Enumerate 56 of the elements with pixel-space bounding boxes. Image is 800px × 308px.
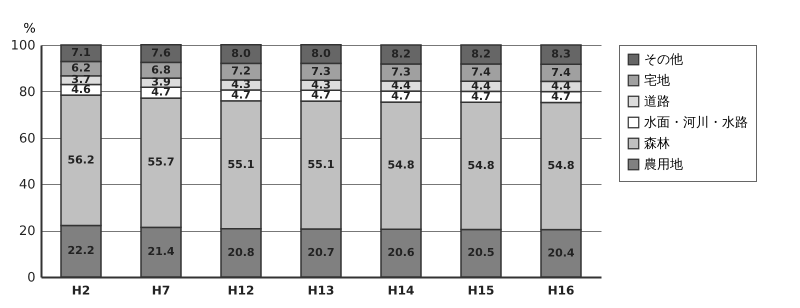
data-label: 20.8 (227, 246, 255, 259)
data-label: 20.6 (387, 246, 415, 260)
y-axis-title: % (23, 22, 36, 36)
y-tick-label: 100 (10, 38, 36, 54)
data-label: 54.8 (387, 158, 415, 172)
data-label: 56.2 (67, 153, 95, 166)
legend-label: 道路 (644, 94, 670, 110)
data-label: 54.8 (547, 159, 575, 172)
legend-label: 宅地 (644, 72, 670, 88)
data-label: 7.2 (231, 64, 251, 78)
data-label: 7.6 (151, 46, 172, 60)
x-tick-label: H16 (548, 284, 574, 298)
y-tick-label: 80 (18, 84, 36, 100)
data-label: 8.2 (391, 48, 411, 61)
data-label: 6.8 (151, 63, 171, 76)
data-label: 55.1 (227, 158, 255, 171)
x-tick-label: H12 (228, 284, 254, 298)
data-label: 20.5 (467, 246, 495, 260)
y-tick-label: 40 (18, 178, 36, 193)
data-label: 4.7 (391, 90, 411, 103)
data-label: 8.3 (551, 48, 571, 61)
data-label: 8.2 (471, 48, 491, 61)
legend-label: 森林 (644, 136, 670, 152)
data-label: 4.4 (551, 80, 572, 93)
x-tick-label: H14 (388, 284, 414, 298)
y-tick-label: 60 (18, 131, 36, 146)
data-label: 7.4 (551, 66, 572, 79)
data-label: 20.4 (547, 246, 575, 260)
y-tick-label: 0 (27, 270, 36, 286)
data-label: 7.3 (311, 64, 331, 78)
data-label: 22.2 (67, 244, 95, 258)
legend-label: 農用地 (644, 158, 683, 172)
x-tick-label: H7 (152, 284, 170, 298)
x-tick-label: H2 (72, 284, 90, 298)
data-label: 4.4 (471, 79, 492, 92)
data-label: 4.7 (551, 90, 571, 104)
x-tick-label: H15 (468, 284, 494, 298)
data-label: 55.7 (147, 156, 175, 169)
legend-label: 水面・河川・水路 (644, 116, 748, 130)
data-label: 21.4 (147, 245, 175, 258)
data-label: 4.3 (311, 78, 331, 92)
data-label: 7.4 (471, 66, 492, 79)
data-label: 7.3 (391, 65, 411, 78)
data-label: 7.1 (71, 46, 91, 60)
data-label: 4.4 (391, 79, 412, 92)
data-label: 55.1 (307, 158, 335, 172)
data-label: 8.0 (231, 47, 252, 60)
data-label: 6.2 (71, 62, 91, 75)
x-tick-label: H13 (308, 284, 334, 298)
data-label: 54.8 (467, 158, 495, 172)
y-tick-label: 20 (18, 224, 36, 240)
data-label: 4.7 (471, 90, 491, 103)
legend-label: その他 (644, 52, 683, 68)
data-label: 8.0 (311, 47, 332, 60)
data-label: 20.7 (307, 246, 335, 259)
data-label: 4.7 (311, 88, 331, 102)
